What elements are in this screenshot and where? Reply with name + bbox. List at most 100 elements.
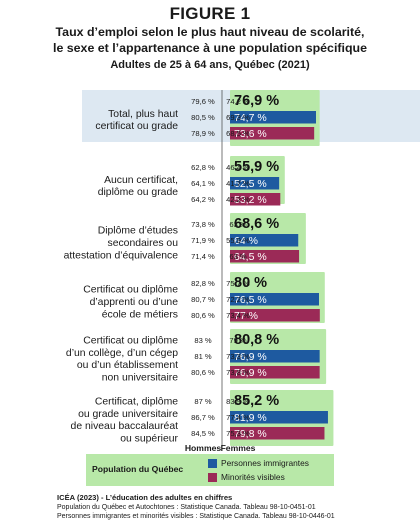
bar-label-minorities-4: 76,9 % — [234, 367, 267, 379]
men-value-2-1: 71,9 % — [191, 236, 215, 245]
bar-label-minorities-1: 53,2 % — [234, 194, 267, 206]
men-value-0-0: 79,6 % — [191, 97, 215, 106]
men-value-4-0: 83 % — [194, 336, 212, 345]
bar-immigrants-2 — [230, 234, 299, 247]
category-label-3-line-1: d’apprenti ou d’une — [90, 297, 179, 308]
bar-immigrants-1 — [230, 177, 280, 190]
women-value-2-2: 63 % — [229, 252, 247, 261]
legend-minorities-label: Minorités visibles — [221, 472, 285, 482]
source-title: ICÉA (2023) - L’éducation des adultes en… — [57, 493, 233, 502]
category-label-2-line-0: Diplôme d’études — [98, 226, 178, 237]
men-value-3-2: 80,6 % — [191, 311, 215, 320]
source-note: ICÉA (2023) - L’éducation des adultes en… — [57, 493, 335, 522]
men-value-0-1: 80,5 % — [191, 113, 215, 122]
women-value-5-0: 83,9 % — [226, 397, 250, 406]
bar-label-minorities-0: 73,6 % — [234, 128, 267, 140]
bar-label-immigrants-4: 76,9 % — [234, 351, 267, 363]
women-value-5-1: 77,4 % — [226, 413, 250, 422]
men-value-5-1: 86,7 % — [191, 413, 215, 422]
men-value-3-0: 82,8 % — [191, 279, 215, 288]
category-label-3-line-2: école de métiers — [102, 309, 178, 320]
bar-minorities-4 — [230, 366, 320, 379]
men-value-1-1: 64,1 % — [191, 179, 215, 188]
category-label-2-line-2: attestation d’équivalence — [64, 250, 179, 261]
bar-minorities-2 — [230, 250, 300, 263]
legend-population-label: Population du Québec — [92, 464, 184, 474]
legend-immigrants-label: Personnes immigrantes — [221, 458, 309, 468]
women-value-1-0: 46,4 % — [226, 163, 250, 172]
bar-label-minorities-3: 77 % — [234, 310, 258, 322]
men-value-1-2: 64,2 % — [191, 195, 215, 204]
bar-label-immigrants-2: 64 % — [234, 235, 258, 247]
bar-label-minorities-2: 64,5 % — [234, 251, 267, 263]
category-label-3-line-0: Certificat ou diplôme — [83, 285, 178, 296]
men-value-2-2: 71,4 % — [191, 252, 215, 261]
bar-immigrants-4 — [230, 350, 320, 363]
women-value-1-1: 41,7 % — [226, 179, 250, 188]
bar-immigrants-0 — [230, 111, 317, 124]
men-value-4-2: 80,6 % — [191, 368, 215, 377]
bar-label-immigrants-3: 76,5 % — [234, 294, 267, 306]
category-label-4-line-3: non universitaire — [102, 372, 178, 383]
chart-title-line-2: le sexe et l’appartenance à une populati… — [53, 41, 367, 55]
men-value-5-2: 84,5 % — [191, 429, 215, 438]
bar-label-population-5: 85,2 % — [234, 393, 279, 409]
men-value-5-0: 87 % — [194, 397, 212, 406]
women-value-4-1: 73,3 % — [226, 352, 250, 361]
bar-minorities-1 — [230, 193, 281, 206]
women-value-0-1: 69,3 % — [226, 113, 250, 122]
legend-minorities-swatch — [208, 473, 217, 482]
category-label-0-line-0: Total, plus haut — [108, 109, 178, 120]
bar-label-population-1: 55,9 % — [234, 159, 279, 175]
women-value-2-1: 55,9 % — [226, 236, 250, 245]
women-value-4-2: 73,8 % — [226, 368, 250, 377]
men-value-2-0: 73,8 % — [191, 220, 215, 229]
women-value-5-2: 75,3 % — [226, 429, 250, 438]
bar-immigrants-3 — [230, 293, 319, 306]
women-value-3-1: 72,2 % — [226, 295, 250, 304]
bar-label-population-3: 80 % — [234, 275, 267, 291]
category-label-0-line-1: certificat ou grade — [95, 121, 178, 132]
category-label-1-line-0: Aucun certificat, — [104, 175, 178, 186]
bar-immigrants-5 — [230, 411, 328, 424]
figure-number: FIGURE 1 — [169, 4, 251, 23]
men-value-4-1: 81 % — [194, 352, 212, 361]
women-value-3-2: 73,4 % — [226, 311, 250, 320]
source-line-1: Population du Québec et Autochtones : St… — [57, 503, 316, 511]
men-value-3-1: 80,7 % — [191, 295, 215, 304]
men-value-1-0: 62,8 % — [191, 163, 215, 172]
column-header-women: Femmes — [221, 443, 256, 453]
category-label-2-line-1: secondaires ou — [108, 238, 179, 249]
category-label-4-line-1: d’un collège, d’un cégep — [66, 348, 178, 359]
column-header-men: Hommes — [185, 443, 222, 453]
bar-label-immigrants-0: 74,7 % — [234, 112, 267, 124]
category-label-5-line-1: ou grade universitaire — [78, 409, 178, 420]
chart-subtitle: Adultes de 25 à 64 ans, Québec (2021) — [110, 59, 310, 71]
bar-label-immigrants-1: 52,5 % — [234, 178, 267, 190]
bar-minorities-0 — [230, 127, 315, 140]
bar-label-immigrants-5: 81,9 % — [234, 412, 267, 424]
men-value-0-2: 78,9 % — [191, 129, 215, 138]
category-label-1-line-1: diplôme ou grade — [98, 187, 179, 198]
women-value-0-0: 74,2 % — [226, 97, 250, 106]
category-label-4-line-2: ou d’un établissement — [77, 360, 178, 371]
women-value-4-0: 79 % — [229, 336, 247, 345]
women-value-3-0: 75,7 % — [226, 279, 250, 288]
category-label-5-line-2: de niveau baccalauréat — [71, 421, 179, 432]
legend-immigrants-swatch — [208, 459, 217, 468]
bar-label-population-4: 80,8 % — [234, 332, 279, 348]
category-label-4-line-0: Certificat ou diplôme — [83, 336, 178, 347]
women-value-1-2: 42,2 % — [226, 195, 250, 204]
bar-minorities-3 — [230, 309, 320, 322]
bar-label-minorities-5: 79,8 % — [234, 428, 267, 440]
bar-minorities-5 — [230, 427, 325, 440]
chart-title-line-1: Taux d’emploi selon le plus haut niveau … — [55, 25, 365, 39]
legend: Population du Québec Personnes immigrant… — [86, 454, 334, 486]
women-value-2-0: 63 % — [229, 220, 247, 229]
category-label-5-line-0: Certificat, diplôme — [95, 397, 178, 408]
bar-label-population-2: 68,6 % — [234, 216, 279, 232]
women-value-0-2: 68,5 % — [226, 129, 250, 138]
category-label-5-line-3: ou supérieur — [120, 433, 178, 444]
bar-label-population-0: 76,9 % — [234, 93, 279, 109]
